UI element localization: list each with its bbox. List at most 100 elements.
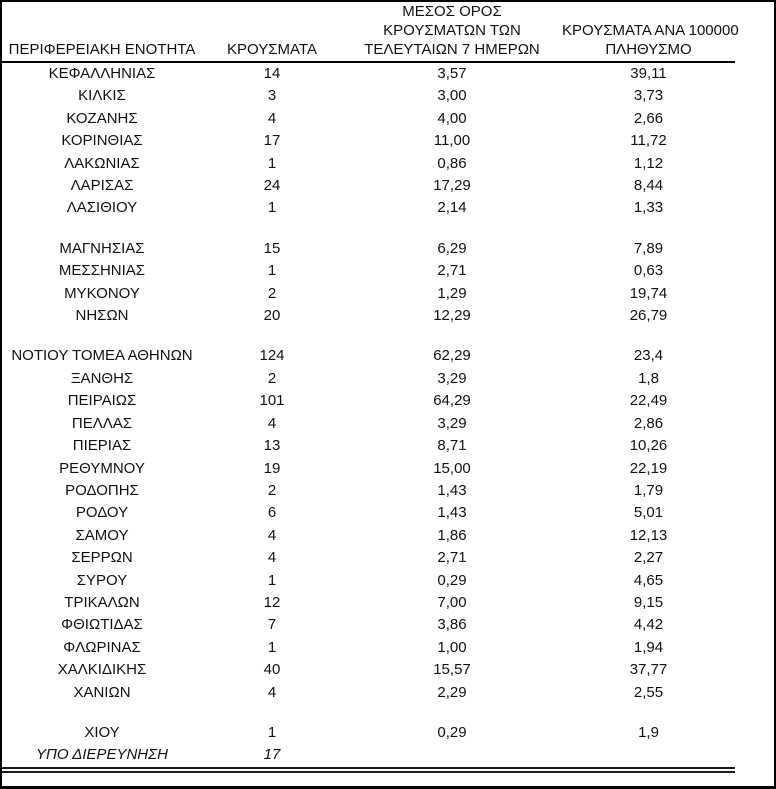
spacer-row xyxy=(2,704,735,722)
per100k-cell: 0,63 xyxy=(633,262,664,280)
table-row: ΧΑΝΙΩΝ 4 2,29 2,55 xyxy=(2,682,735,704)
avg7-cell: 2,71 xyxy=(437,262,467,280)
per100k-cell: 22,19 xyxy=(629,459,668,477)
region-cell: ΠΕΙΡΑΙΩΣ xyxy=(67,392,137,410)
avg7-cell: 4,00 xyxy=(437,109,467,127)
table-row: ΣΕΡΡΩΝ 4 2,71 2,27 xyxy=(2,547,735,569)
avg7-cell: 3,57 xyxy=(437,65,467,82)
per100k-cell: 12,13 xyxy=(629,526,668,544)
region-cell: ΜΥΚΟΝΟΥ xyxy=(64,284,140,302)
cases-cell: 7 xyxy=(267,616,277,634)
header-avg7-line3: ΤΕΛΕΥΤΑΙΩΝ 7 ΗΜΕΡΩΝ xyxy=(364,41,540,58)
table-row: ΛΑΣΙΘΙΟΥ 1 2,14 1,33 xyxy=(2,197,735,219)
header-per100k: ΚΡΟΥΣΜΑΤΑ ΑΝΑ 100000 ΠΛΗΘΥΣΜΟ xyxy=(562,2,739,63)
per100k-cell: 8,44 xyxy=(633,177,664,195)
region-cell: ΦΛΩΡΙΝΑΣ xyxy=(63,638,141,656)
per100k-cell: 19,74 xyxy=(629,284,668,302)
region-cell: ΚΟΡΙΝΘΙΑΣ xyxy=(61,132,143,150)
cases-cell: 1 xyxy=(267,723,277,741)
avg7-cell: 0,29 xyxy=(437,723,467,741)
table-row: ΠΕΛΛΑΣ 4 3,29 2,86 xyxy=(2,413,735,435)
table-row: ΡΟΔΟΠΗΣ 2 1,43 1,79 xyxy=(2,480,735,502)
table-row: ΞΑΝΘΗΣ 2 3,29 1,8 xyxy=(2,368,735,390)
avg7-cell: 15,57 xyxy=(433,661,471,679)
per100k-cell: 9,15 xyxy=(633,593,664,611)
region-cell: ΜΕΣΣΗΝΙΑΣ xyxy=(58,262,146,280)
header-per100k-line1: ΚΡΟΥΣΜΑΤΑ ΑΝΑ 100000 xyxy=(562,22,739,39)
per100k-cell: 1,33 xyxy=(633,199,664,217)
cases-cell: 1 xyxy=(267,262,277,280)
table-body: ΚΕΦΑΛΛΗΝΙΑΣ 14 3,57 39,11 ΚΙΛΚΙΣ 3 3,00 3,73 ΚΟΖ… xyxy=(2,62,735,767)
table-row: ΣΥΡΟΥ 1 0,29 4,65 xyxy=(2,570,735,592)
per100k-cell: 1,79 xyxy=(633,481,664,499)
avg7-cell: 64,29 xyxy=(433,392,471,410)
table-row: ΛΑΡΙΣΑΣ 24 17,29 8,44 xyxy=(2,175,735,197)
bottom-double-rule xyxy=(2,766,735,773)
cases-cell: 6 xyxy=(267,504,277,522)
cases-table: ΠΕΡΙΦΕΡΕΙΑΚΗ ΕΝΟΤΗΤΑ ΚΡΟΥΣΜΑΤΑ ΜΕΣΟΣ ΟΡΟ… xyxy=(2,2,739,767)
region-cell: ΡΕΘΥΜΝΟΥ xyxy=(59,459,145,477)
region-cell: ΛΑΚΩΝΙΑΣ xyxy=(64,154,140,172)
header-per100k-line2: ΠΛΗΘΥΣΜΟ xyxy=(605,41,692,58)
per100k-cell: 39,11 xyxy=(630,65,667,82)
per100k-cell: 2,55 xyxy=(633,683,664,701)
header-region-line: ΠΕΡΙΦΕΡΕΙΑΚΗ ΕΝΟΤΗΤΑ xyxy=(8,41,196,58)
cases-cell: 3 xyxy=(267,87,277,105)
per100k-cell: 3,73 xyxy=(633,87,664,105)
per100k-cell: 2,66 xyxy=(633,109,664,127)
avg7-cell: 11,00 xyxy=(433,132,471,150)
header-avg7-line1: ΜΕΣΟΣ ΟΡΟΣ xyxy=(402,3,502,20)
spacer-row xyxy=(2,327,735,345)
region-cell: ΚΟΖΑΝΗΣ xyxy=(66,109,138,127)
region-cell: ΧΑΝΙΩΝ xyxy=(73,683,131,701)
per100k-cell xyxy=(562,744,735,766)
table-row: ΝΗΣΩΝ 20 12,29 26,79 xyxy=(2,305,735,327)
table-row: ΝΟΤΙΟΥ ΤΟΜΕΑ ΑΘΗΝΩΝ 124 62,29 23,4 xyxy=(2,345,735,367)
avg7-cell: 3,29 xyxy=(437,414,467,432)
region-cell: ΝΟΤΙΟΥ ΤΟΜΕΑ ΑΘΗΝΩΝ xyxy=(11,347,193,365)
spacer-row xyxy=(2,220,735,238)
avg7-cell: 1,43 xyxy=(437,504,467,522)
region-cell: ΛΑΣΙΘΙΟΥ xyxy=(66,199,138,217)
per100k-cell: 26,79 xyxy=(629,307,668,325)
header-cases: ΚΡΟΥΣΜΑΤΑ xyxy=(202,2,342,63)
table-row: ΡΟΔΟΥ 6 1,43 5,01 xyxy=(2,502,735,524)
cases-cell: 4 xyxy=(267,683,277,701)
table-row: ΚΟΖΑΝΗΣ 4 4,00 2,66 xyxy=(2,108,735,130)
cases-cell: 2 xyxy=(267,369,277,387)
spacer-cell xyxy=(2,704,735,722)
cases-cell: 4 xyxy=(267,526,277,544)
avg7-cell: 1,43 xyxy=(437,481,467,499)
avg7-cell: 2,14 xyxy=(437,199,467,217)
cases-cell: 15 xyxy=(263,239,281,257)
table-row: ΦΘΙΩΤΙΔΑΣ 7 3,86 4,42 xyxy=(2,614,735,636)
avg7-cell: 17,29 xyxy=(433,177,471,195)
table-row: ΤΡΙΚΑΛΩΝ 12 7,00 9,15 xyxy=(2,592,735,614)
table-row: ΠΙΕΡΙΑΣ 13 8,71 10,26 xyxy=(2,435,735,457)
cases-cell: 4 xyxy=(267,414,277,432)
table-row: ΧΙΟΥ 1 0,29 1,9 xyxy=(2,722,735,744)
cases-cell: 4 xyxy=(267,109,277,127)
per100k-cell: 10,26 xyxy=(629,437,668,455)
cases-cell: 1 xyxy=(267,571,277,589)
region-cell: ΣΥΡΟΥ xyxy=(76,571,128,589)
per100k-cell: 4,42 xyxy=(633,616,664,634)
avg7-cell: 62,29 xyxy=(433,347,471,365)
per100k-cell: 37,77 xyxy=(629,661,668,679)
region-cell: ΠΙΕΡΙΑΣ xyxy=(72,437,132,455)
avg7-cell: 15,00 xyxy=(433,459,471,477)
cases-cell: 1 xyxy=(267,199,277,217)
per100k-cell: 5,01 xyxy=(633,504,664,522)
table-row: ΚΙΛΚΙΣ 3 3,00 3,73 xyxy=(2,85,735,107)
avg7-cell: 7,00 xyxy=(437,593,467,611)
cases-cell: 24 xyxy=(263,177,281,195)
cases-cell: 13 xyxy=(263,437,281,455)
avg7-cell: 1,00 xyxy=(437,638,467,656)
per100k-cell: 22,49 xyxy=(629,392,668,410)
spacer-cell xyxy=(2,327,735,345)
cases-cell: 17 xyxy=(263,132,281,150)
cases-cell: 1 xyxy=(267,154,277,172)
table-row: ΚΟΡΙΝΘΙΑΣ 17 11,00 11,72 xyxy=(2,130,735,152)
region-cell: ΚΙΛΚΙΣ xyxy=(78,87,126,105)
